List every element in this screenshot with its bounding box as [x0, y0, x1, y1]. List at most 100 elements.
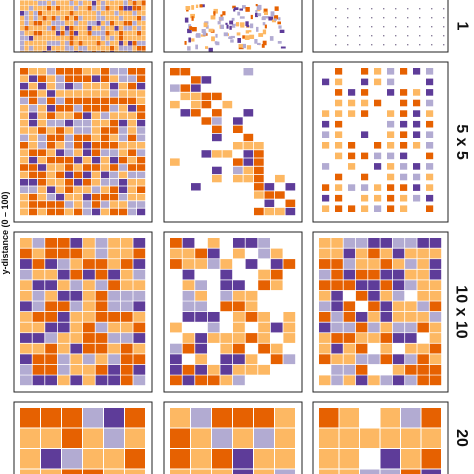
heatmap-cell — [45, 301, 57, 312]
heatmap-cell — [374, 78, 382, 86]
heatmap-cell — [96, 1, 101, 6]
heatmap-cell — [233, 238, 245, 248]
heatmap-cell — [101, 16, 106, 21]
heatmap-cell — [400, 99, 408, 107]
heatmap-cell — [137, 31, 142, 36]
heatmap-cell — [220, 301, 233, 312]
heatmap-cell — [256, 4, 262, 10]
heatmap-cell — [56, 105, 65, 112]
heatmap-cell — [38, 31, 43, 36]
heatmap-cell — [33, 0, 38, 1]
heatmap-cell — [20, 82, 29, 90]
heatmap-cell — [38, 127, 47, 134]
heatmap-cell — [101, 21, 106, 26]
heatmap-cell — [225, 22, 228, 25]
heatmap-cell — [20, 142, 29, 149]
heatmap-cell — [108, 343, 120, 354]
heatmap-cell — [170, 343, 182, 354]
heatmap-cell — [236, 22, 239, 27]
heatmap-cell — [70, 333, 83, 343]
heatmap-cell — [101, 149, 110, 156]
heatmap-cell — [41, 469, 61, 474]
heatmap-cell — [188, 37, 191, 43]
heatmap-cell — [20, 41, 25, 46]
heatmap-cell — [395, 35, 397, 37]
heatmap-cell — [87, 41, 92, 46]
heatmap-cell — [38, 36, 43, 41]
heatmap-cell — [33, 36, 38, 41]
heatmap-cell — [335, 131, 343, 138]
heatmap-cell — [220, 343, 233, 354]
heatmap-cell — [62, 449, 82, 469]
heatmap-cell — [104, 428, 124, 448]
heatmap-cell — [335, 99, 343, 107]
heatmap-cell — [233, 280, 245, 291]
heatmap-cell — [170, 408, 190, 428]
heatmap-cell — [417, 375, 429, 386]
heatmap-cell — [245, 21, 249, 26]
heatmap-cell — [20, 26, 25, 31]
heatmap-cell — [319, 269, 331, 280]
heatmap-cell — [70, 259, 83, 269]
heatmap-cell — [258, 280, 270, 291]
heatmap-cell — [56, 208, 65, 216]
heatmap-cell — [374, 152, 382, 160]
heatmap-cell — [201, 29, 206, 33]
heatmap-cell — [119, 41, 124, 46]
heatmap-cell — [74, 6, 79, 11]
heatmap-cell — [355, 290, 368, 301]
heatmap-cell — [92, 134, 101, 142]
heatmap-cell — [83, 248, 95, 259]
heatmap-cell — [20, 164, 29, 171]
heatmap-cell — [41, 449, 61, 469]
heatmap-cell — [20, 119, 29, 127]
heatmap-cell — [38, 1, 43, 6]
heatmap-cell — [128, 208, 137, 216]
heatmap-cell — [185, 6, 191, 10]
heatmap-cell — [401, 449, 421, 469]
heatmap-cell — [202, 31, 207, 36]
heatmap-cell — [374, 184, 382, 191]
heatmap-cell — [56, 68, 65, 75]
heatmap-cell — [88, 56, 92, 61]
heatmap-cell — [233, 312, 245, 322]
heatmap-cell — [119, 112, 128, 119]
heatmap-cell — [56, 36, 61, 41]
heatmap-cell — [331, 312, 343, 322]
heatmap-cell — [195, 333, 207, 343]
heatmap-cell — [20, 127, 29, 134]
heatmap-cell — [217, 21, 221, 25]
heatmap-cell — [119, 127, 128, 134]
heatmap-cell — [387, 68, 395, 75]
heatmap-cell — [20, 248, 32, 259]
heatmap-cell — [335, 44, 337, 46]
heatmap-cell — [47, 1, 52, 6]
heatmap-cell — [119, 16, 124, 21]
heatmap-cell — [380, 259, 392, 269]
heatmap-cell — [421, 449, 441, 469]
heatmap-cell — [443, 8, 445, 10]
heatmap-cell — [51, 41, 56, 46]
heatmap-cell — [20, 186, 29, 193]
heatmap-cell — [57, 238, 70, 248]
heatmap-cell — [110, 134, 119, 142]
heatmap-cell — [343, 269, 356, 280]
heatmap-cell — [92, 171, 101, 179]
heatmap-cell — [120, 238, 133, 248]
heatmap-cell — [70, 343, 83, 354]
heatmap-cell — [417, 312, 429, 322]
heatmap-cell — [60, 21, 65, 26]
heatmap-cell — [264, 11, 268, 15]
heatmap-cell — [95, 322, 108, 333]
heatmap-cell — [132, 21, 137, 26]
heatmap-cell — [128, 193, 137, 201]
heatmap-cell — [355, 280, 368, 291]
heatmap-cell — [92, 97, 101, 105]
heatmap-cell — [83, 354, 95, 365]
heatmap-cell — [355, 259, 368, 269]
heatmap-cell — [83, 56, 87, 61]
heatmap-cell — [211, 36, 215, 42]
heatmap-cell — [392, 301, 405, 312]
heatmap-cell — [38, 186, 47, 193]
heatmap-cell — [343, 364, 356, 375]
